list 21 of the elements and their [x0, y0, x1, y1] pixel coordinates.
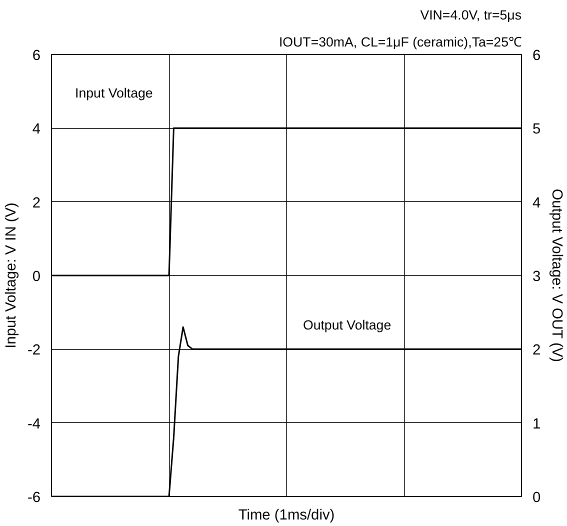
text: VIN=4.0V, tr=5μs [420, 8, 522, 22]
y2-tick-label: 5 [532, 122, 541, 138]
y2-tick-label: 0 [532, 490, 541, 506]
y2-tick-label: 6 [532, 48, 541, 64]
y-tick-label: 0 [32, 269, 41, 285]
x-axis-title: Time (1ms/div) [238, 508, 335, 524]
y-tick-label: 2 [32, 195, 41, 212]
series-label: Output Voltage [302, 318, 392, 333]
y2-tick-label: 3 [532, 269, 541, 285]
y2-tick-label: 2 [532, 342, 541, 359]
y-tick-label: 4 [32, 122, 41, 138]
y-axis-title: Input Voltage: V IN (V) [3, 202, 20, 348]
y-tick-label: -2 [27, 342, 41, 359]
y2-axis-title: Output Voltage: V OUT (V) [548, 188, 565, 362]
y2-tick-label: 4 [532, 195, 541, 212]
text: Input Voltage [75, 86, 153, 101]
y2-tick-label: 1 [532, 416, 541, 432]
y-tick-label: -6 [27, 490, 41, 506]
text: IOUT=30mA, CL=1μF (ceramic),Ta=25℃ [278, 34, 522, 50]
y-tick-label: 6 [32, 48, 41, 64]
y-tick-label: -4 [27, 416, 41, 432]
